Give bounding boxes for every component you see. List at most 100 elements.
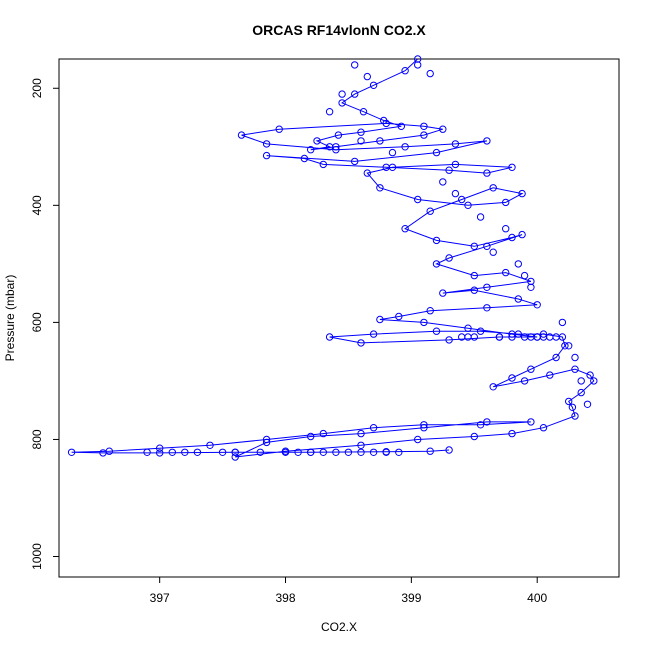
data-point: [351, 90, 359, 98]
data-point: [388, 148, 397, 157]
data-point: [470, 271, 478, 280]
data-point: [483, 169, 491, 177]
data-point: [489, 184, 497, 192]
data-point: [382, 448, 390, 456]
data-point: [307, 146, 315, 154]
data-point: [397, 122, 405, 131]
data-point: [426, 307, 434, 315]
data-point: [67, 448, 76, 456]
y-tick-label: 800: [30, 429, 44, 449]
data-point: [432, 260, 441, 268]
data-point: [552, 333, 560, 341]
data-point: [514, 295, 522, 303]
x-tick-label: 399: [401, 591, 421, 605]
data-point: [262, 140, 271, 148]
data-point: [533, 301, 541, 309]
data-series-layer: [67, 55, 598, 461]
data-point: [401, 143, 409, 151]
data-series: [143, 61, 592, 456]
x-tick-label: 398: [276, 591, 296, 605]
data-point: [338, 99, 346, 107]
data-point: [363, 72, 371, 81]
x-axis-ticks: 397 398 399 400: [150, 577, 548, 605]
data-point: [325, 333, 334, 341]
data-point: [464, 201, 472, 210]
data-point: [237, 131, 246, 139]
data-point: [483, 304, 491, 312]
data-point: [489, 383, 497, 391]
y-tick-label: 400: [30, 195, 44, 215]
data-point: [420, 318, 428, 327]
data-point: [382, 119, 390, 128]
data-point: [561, 342, 569, 350]
data-point: [369, 424, 378, 432]
data-point: [338, 90, 346, 98]
data-point: [143, 448, 151, 456]
data-point: [470, 333, 478, 341]
data-point: [432, 236, 441, 245]
data-point: [307, 448, 315, 456]
data-point: [181, 448, 189, 456]
data-point: [518, 230, 526, 239]
data-point: [520, 377, 529, 385]
data-point: [420, 131, 428, 139]
data-point: [206, 441, 214, 449]
y-tick-label: 200: [30, 78, 44, 98]
data-point: [445, 166, 453, 174]
data-point: [470, 286, 478, 294]
data-point: [313, 137, 321, 145]
data-point: [376, 137, 384, 145]
chart-title: ORCAS RF14vlonN CO2.X: [252, 22, 426, 38]
data-point: [476, 327, 485, 335]
data-point: [527, 418, 535, 426]
data-point: [344, 448, 353, 456]
data-point: [470, 242, 478, 251]
data-point: [300, 154, 309, 163]
data-point: [325, 108, 334, 116]
data-point: [483, 283, 491, 291]
data-point: [420, 424, 428, 432]
data-point: [502, 268, 510, 277]
data-point: [558, 318, 567, 327]
data-point: [156, 449, 164, 457]
data-point: [426, 69, 434, 78]
data-point: [565, 342, 573, 350]
data-point: [426, 447, 434, 455]
data-point: [363, 169, 371, 177]
y-axis-label: Pressure (mbar): [3, 275, 17, 362]
data-point: [539, 424, 548, 432]
data-point: [552, 353, 560, 362]
data-point: [546, 371, 554, 379]
data-point: [414, 195, 422, 204]
data-point: [218, 448, 227, 456]
plot-frame: [58, 58, 620, 578]
data-point: [508, 163, 516, 172]
data-point: [508, 429, 516, 438]
y-axis-ticks: 200 400 600 800 1000: [30, 78, 59, 570]
data-point: [420, 122, 428, 131]
data-point: [231, 448, 239, 456]
data-point: [281, 448, 290, 456]
data-point: [586, 371, 594, 379]
data-point: [401, 225, 409, 233]
data-point: [357, 339, 365, 347]
data-point: [357, 441, 365, 449]
data-point: [445, 336, 453, 344]
data-point: [334, 131, 343, 139]
data-point: [332, 143, 340, 151]
data-point: [568, 403, 577, 411]
data-point: [451, 160, 460, 169]
data-point: [369, 330, 378, 338]
data-point: [502, 225, 510, 233]
data-point: [275, 125, 283, 133]
data-point: [262, 438, 271, 447]
data-point: [565, 397, 573, 406]
data-point: [508, 374, 516, 382]
x-axis-label: CO2.X: [321, 620, 357, 634]
data-point: [369, 448, 378, 456]
data-point: [439, 289, 447, 297]
data-point: [231, 453, 239, 461]
data-point: [307, 432, 315, 441]
data-point: [395, 448, 403, 456]
